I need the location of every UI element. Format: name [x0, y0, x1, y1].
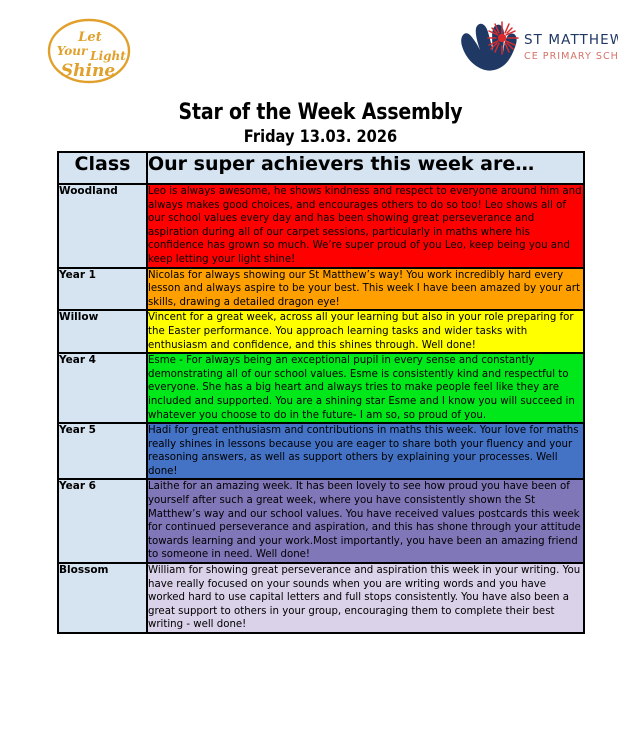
school-name: ST MATTHEW'S — [524, 32, 618, 48]
table-body: Woodland Leo is always awesome, he shows… — [57, 183, 585, 634]
svg-text:Light: Light — [89, 49, 126, 63]
table-row: Blossom William for showing great perseve… — [57, 562, 585, 634]
table-row: Woodland Leo is always awesome, he shows… — [57, 183, 585, 269]
class-name-cell: Year 1 — [57, 266, 148, 312]
table-row: Year 1 Nicolas for always showing our St … — [57, 266, 585, 312]
st-matthews-ce-primary-school-logo: ST MATTHEW'S CE PRIMARY SCHOOL — [458, 16, 618, 78]
column-header-class: Class — [57, 151, 148, 185]
table-header-row: Class Our super achievers this week are… — [57, 151, 585, 185]
table-row: Year 4 Esme - For always being an excepti… — [57, 352, 585, 425]
class-name-cell: Year 5 — [57, 422, 148, 481]
star-of-the-week-table: Class Our super achievers this week are…… — [57, 151, 585, 634]
column-header-achievers: Our super achievers this week are… — [146, 151, 585, 185]
achiever-text-cell: William for showing great perseverance a… — [146, 562, 585, 634]
achiever-text-cell: Hadi for great enthusiasm and contributi… — [146, 422, 585, 481]
page-header: Let Your Light Shine — [0, 0, 641, 96]
class-name-cell: Willow — [57, 309, 148, 355]
class-name-cell: Woodland — [57, 183, 148, 269]
star-of-the-week-table-wrapper: Class Our super achievers this week are…… — [57, 151, 585, 634]
achiever-text-cell: Vincent for a great week, across all you… — [146, 309, 585, 355]
class-name-cell: Blossom — [57, 562, 148, 634]
class-name-cell: Year 6 — [57, 478, 148, 565]
starburst-icon — [487, 21, 519, 55]
page-title: Star of the Week Assembly — [178, 100, 463, 125]
let-your-light-shine-logo: Let Your Light Shine — [46, 12, 132, 90]
table-row: Willow Vincent for a great week, across a… — [57, 309, 585, 355]
assembly-date: Friday 13.03. 2026 — [243, 127, 398, 147]
achiever-text-cell: Esme - For always being an exceptional p… — [146, 352, 585, 425]
starburst-core — [497, 33, 507, 43]
class-name-cell: Year 4 — [57, 352, 148, 425]
title-block: Star of the Week Assembly Friday 13.03. … — [0, 100, 641, 147]
svg-text:Let: Let — [77, 30, 101, 45]
school-subtitle: CE PRIMARY SCHOOL — [524, 51, 618, 62]
achiever-text-cell: Leo is always awesome, he shows kindness… — [146, 183, 585, 269]
svg-text:Your: Your — [57, 44, 89, 58]
table-row: Year 5 Hadi for great enthusiasm and cont… — [57, 422, 585, 481]
svg-text:Shine: Shine — [61, 61, 115, 81]
achiever-text-cell: Laithe for an amazing week. It has been … — [146, 478, 585, 565]
table-row: Year 6 Laithe for an amazing week. It has… — [57, 478, 585, 565]
achiever-text-cell: Nicolas for always showing our St Matthe… — [146, 266, 585, 312]
